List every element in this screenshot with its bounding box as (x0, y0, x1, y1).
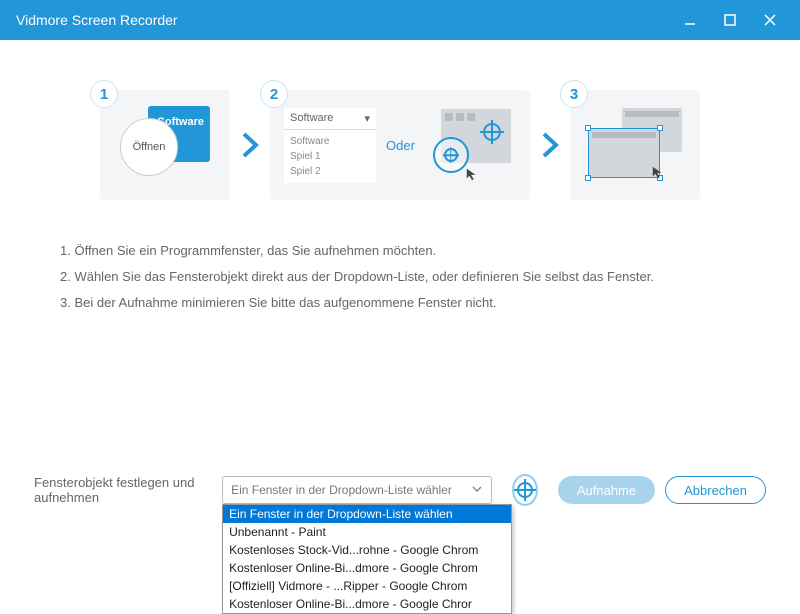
bottom-bar: Fensterobjekt festlegen und aufnehmen Ei… (0, 474, 800, 506)
chevron-right-icon (538, 130, 562, 160)
chevron-right-icon (238, 130, 262, 160)
window-select-wrapper: Ein Fenster in der Dropdown-Liste wähler… (222, 476, 492, 504)
target-icon (517, 482, 533, 498)
define-window-button[interactable] (512, 474, 538, 506)
instruction-line: 2. Wählen Sie das Fensterobjekt direkt a… (60, 264, 740, 290)
step-2-dd-item: Software (290, 134, 370, 149)
cursor-icon (465, 167, 479, 181)
close-button[interactable] (750, 0, 790, 40)
record-button[interactable]: Aufnahme (558, 476, 655, 504)
step-2-window-illustration (425, 109, 511, 181)
chevron-down-icon (471, 483, 483, 498)
titlebar: Vidmore Screen Recorder (0, 0, 800, 40)
window-title: Vidmore Screen Recorder (16, 12, 670, 28)
step-3-card: 3 (570, 90, 700, 200)
dropdown-option[interactable]: Unbenannt - Paint (223, 523, 511, 541)
instruction-line: 3. Bei der Aufnahme minimieren Sie bitte… (60, 290, 740, 316)
target-icon (483, 123, 501, 141)
minimize-button[interactable] (670, 0, 710, 40)
step-2-card: 2 Software▾ Software Spiel 1 Spiel 2 Ode… (270, 90, 530, 200)
window-select-value: Ein Fenster in der Dropdown-Liste wähler (231, 483, 452, 497)
bottom-label: Fensterobjekt festlegen und aufnehmen (34, 475, 212, 505)
dropdown-option[interactable]: [Offiziell] Vidmore - ...Ripper - Google… (223, 577, 511, 595)
step-2-oder-label: Oder (386, 138, 415, 153)
instructions-list: 1. Öffnen Sie ein Programmfenster, das S… (60, 238, 740, 316)
step-1-card: 1 Software Öffnen (100, 90, 230, 200)
cursor-icon (651, 165, 665, 179)
step-2-dd-item: Spiel 2 (290, 164, 370, 179)
step-2-dropdown-illustration: Software ▾ Software Spiel 1 Spiel 2 (284, 108, 376, 183)
window-select[interactable]: Ein Fenster in der Dropdown-Liste wähler (222, 476, 492, 504)
cancel-button[interactable]: Abbrechen (665, 476, 766, 504)
step-3-window-selected (588, 128, 660, 178)
step-2-badge: 2 (260, 80, 288, 108)
instruction-line: 1. Öffnen Sie ein Programmfenster, das S… (60, 238, 740, 264)
dropdown-option[interactable]: Kostenloser Online-Bi...dmore - Google C… (223, 559, 511, 577)
maximize-button[interactable] (710, 0, 750, 40)
dropdown-option[interactable]: Kostenloser Online-Bi...dmore - Google C… (223, 595, 511, 613)
step-1-open-circle: Öffnen (120, 118, 178, 176)
step-1-badge: 1 (90, 80, 118, 108)
cursor-circle-icon (433, 137, 469, 173)
dropdown-option[interactable]: Kostenloses Stock-Vid...rohne - Google C… (223, 541, 511, 559)
step-3-badge: 3 (560, 80, 588, 108)
chevron-down-icon: ▾ (364, 112, 370, 125)
step-2-dd-item: Spiel 1 (290, 149, 370, 164)
window-select-dropdown: Ein Fenster in der Dropdown-Liste wählen… (222, 504, 512, 614)
content-area: 1 Software Öffnen 2 Software ▾ Software S… (0, 40, 800, 316)
step-2-dd-head-label: Software (290, 112, 333, 124)
dropdown-option[interactable]: Ein Fenster in der Dropdown-Liste wählen (223, 505, 511, 523)
steps-row: 1 Software Öffnen 2 Software▾ Software S… (60, 90, 740, 200)
